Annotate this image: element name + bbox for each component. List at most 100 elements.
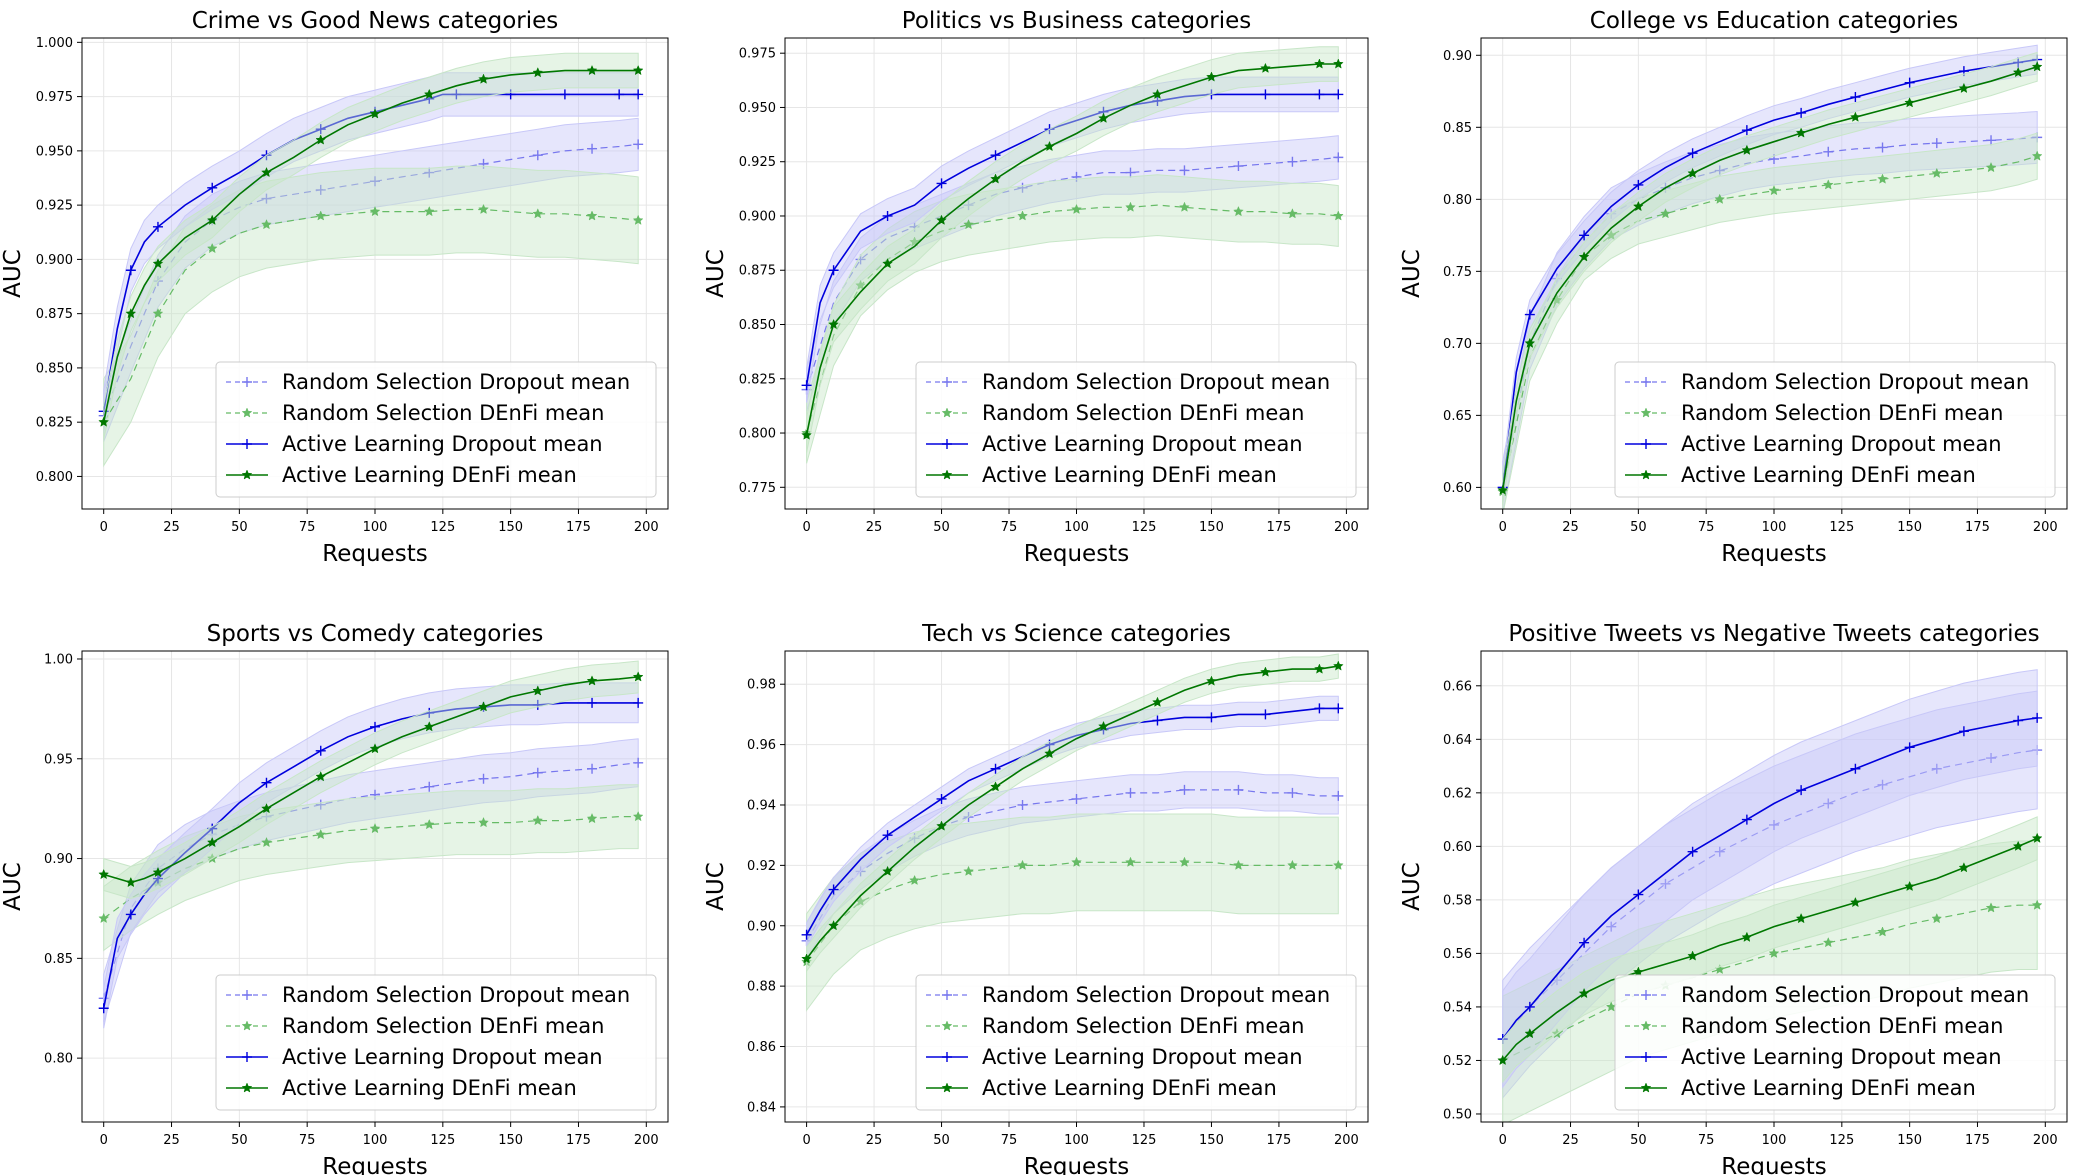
x-tick-label: 0	[802, 520, 810, 535]
y-tick-label: 0.50	[1443, 1107, 1472, 1122]
y-tick-label: 0.975	[36, 90, 73, 105]
data-point	[1796, 785, 1807, 796]
x-tick-label: 175	[1965, 1133, 1990, 1148]
legend-marker	[1640, 469, 1652, 480]
x-tick-label: 50	[933, 520, 950, 535]
data-point	[1071, 171, 1082, 182]
x-tick-label: 100	[1762, 520, 1787, 535]
data-point	[586, 210, 598, 221]
legend-marker	[241, 469, 253, 480]
data-point	[423, 205, 435, 217]
data-point	[1606, 921, 1617, 932]
data-point	[1233, 859, 1244, 870]
data-point	[478, 203, 489, 215]
data-point	[1714, 846, 1725, 857]
x-tick-label: 125	[430, 520, 455, 535]
data-point	[1877, 142, 1888, 153]
x-tick-label: 200	[2033, 1133, 2058, 1148]
x-tick-label: 50	[1630, 520, 1647, 535]
x-tick-label: 125	[1132, 1133, 1157, 1148]
data-point	[1904, 742, 1915, 753]
x-tick-label: 175	[1267, 520, 1292, 535]
data-point	[261, 219, 272, 230]
data-point	[1497, 1054, 1509, 1066]
data-point	[261, 836, 272, 848]
data-point	[315, 771, 327, 782]
y-tick-label: 0.950	[739, 101, 776, 116]
data-point	[1877, 926, 1888, 937]
series-line	[103, 676, 639, 884]
x-tick-label: 75	[1698, 520, 1715, 535]
y-tick-label: 0.925	[36, 199, 73, 214]
legend-label: Active Learning Dropout mean	[282, 1045, 603, 1069]
data-point	[1071, 793, 1082, 804]
y-tick-label: 0.84	[747, 1100, 776, 1115]
data-point	[1822, 179, 1834, 190]
data-point	[1098, 112, 1109, 123]
data-point	[633, 757, 644, 768]
data-point	[1233, 205, 1244, 217]
y-tick-label: 0.62	[1443, 786, 1472, 801]
data-point	[633, 89, 644, 100]
x-tick-label: 75	[299, 520, 316, 535]
data-point	[909, 874, 920, 886]
data-point	[1260, 666, 1271, 677]
data-point	[261, 777, 272, 788]
data-point	[828, 318, 839, 330]
data-point	[2013, 57, 2024, 68]
data-point	[587, 763, 598, 774]
y-tick-label: 0.64	[1443, 733, 1472, 748]
y-axis-label: AUC	[703, 862, 729, 911]
data-point	[1125, 167, 1136, 178]
x-axis-label: Requests	[1024, 1154, 1129, 1175]
legend-label: Active Learning Dropout mean	[282, 432, 603, 456]
data-point	[451, 89, 462, 100]
data-point	[801, 929, 812, 940]
data-point	[1314, 89, 1325, 100]
legend-label: Active Learning DEnFi mean	[982, 1076, 1277, 1100]
data-point	[424, 781, 435, 792]
legend-marker	[1641, 990, 1651, 1000]
data-point	[1796, 107, 1807, 118]
data-point	[1524, 1028, 1536, 1039]
chart-title: Positive Tweets vs Negative Tweets categ…	[1508, 621, 2039, 647]
data-point	[936, 214, 947, 225]
data-point	[1660, 878, 1671, 889]
data-point	[152, 866, 164, 878]
data-point	[2031, 899, 2043, 910]
data-point	[98, 868, 110, 880]
chart-panel-2: 0 25 50 75 100 125 150 175 200 0.775 0.800 0.825 0.8…	[703, 8, 1369, 567]
data-point	[1633, 179, 1644, 190]
data-point	[1260, 709, 1271, 720]
y-tick-label: 0.800	[739, 427, 776, 442]
data-point	[990, 781, 1001, 792]
data-point	[315, 799, 326, 810]
confidence-band	[1502, 132, 2038, 509]
data-point	[1017, 182, 1028, 193]
y-axis-label: AUC	[0, 249, 26, 298]
data-point	[315, 124, 326, 135]
data-point	[1795, 127, 1807, 138]
y-tick-label: 0.875	[739, 264, 776, 279]
series-line	[805, 665, 1339, 960]
confidence-band	[103, 52, 639, 440]
data-point	[1098, 720, 1109, 732]
series-line	[1501, 66, 2038, 491]
data-point	[882, 210, 893, 221]
x-tick-label: 25	[1562, 1133, 1579, 1148]
x-tick-label: 200	[1334, 520, 1359, 535]
data-point	[1287, 859, 1298, 870]
data-point	[587, 143, 598, 154]
series-line	[1502, 717, 2038, 1040]
data-point	[1904, 97, 1916, 108]
data-point	[1152, 715, 1163, 726]
data-point	[1632, 200, 1644, 212]
legend-label: Active Learning Dropout mean	[982, 1045, 1303, 1069]
plot-area	[801, 653, 1344, 1012]
series-line	[1502, 837, 2038, 1061]
x-axis-label: Requests	[322, 1154, 427, 1175]
data-point	[1017, 210, 1028, 221]
legend-marker	[941, 1082, 953, 1093]
data-point	[1768, 947, 1780, 958]
data-point	[98, 416, 110, 427]
